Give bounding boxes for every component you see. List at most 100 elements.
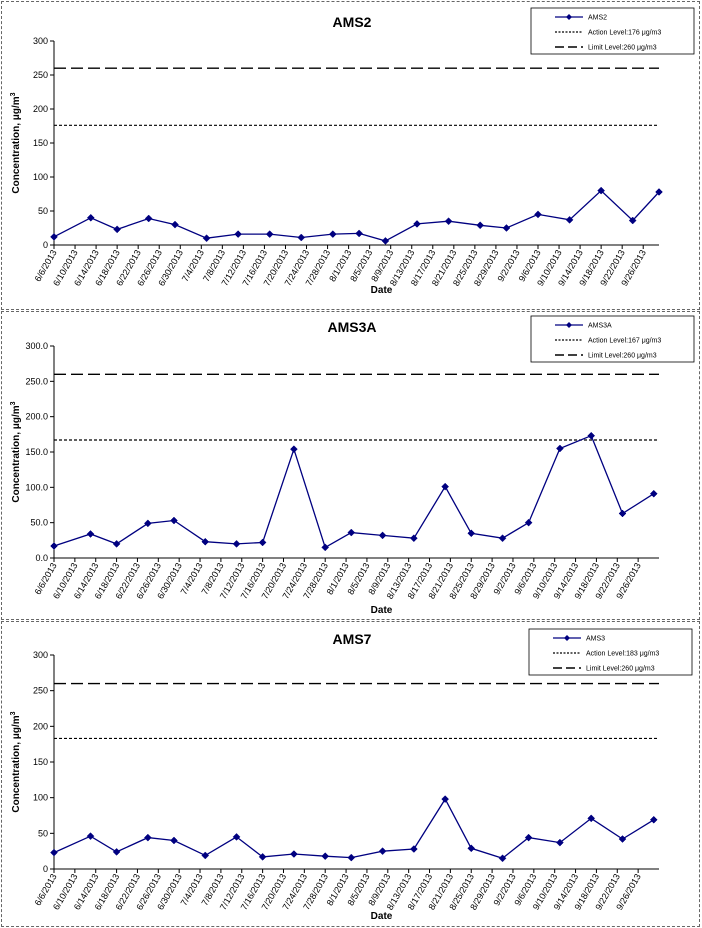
data-point-marker	[441, 795, 450, 803]
data-point-marker	[86, 832, 95, 841]
data-point-marker	[297, 233, 306, 242]
data-point-marker	[355, 229, 363, 238]
legend-action-label: Action Level:167 μg/m3	[588, 338, 661, 345]
y-axis-title-text: Concentration, μg/m	[11, 715, 22, 812]
chart-title: AMS7	[333, 631, 372, 647]
chart-title: AMS2	[333, 14, 372, 30]
y-tick-label: 50.0	[30, 518, 48, 528]
data-point-marker	[202, 234, 211, 243]
legend-action-label: Action Level:183 μg/m3	[586, 651, 659, 658]
series-line	[53, 434, 655, 549]
y-tick-label: 50	[38, 206, 48, 216]
y-tick-label: 300	[33, 36, 48, 46]
data-point-marker	[378, 531, 387, 540]
data-point-marker	[413, 220, 421, 228]
data-point-marker	[444, 217, 453, 226]
data-point-marker	[201, 851, 210, 860]
data-point-marker	[50, 542, 58, 550]
y-tick-label: 300.0	[25, 341, 48, 351]
legend-series-marker	[564, 635, 570, 641]
data-point-marker	[410, 534, 418, 543]
y-tick-label: 100	[33, 172, 48, 182]
data-point-marker	[565, 215, 574, 224]
data-point-marker	[587, 431, 596, 440]
y-tick-label: 300	[33, 650, 48, 660]
data-point-marker	[234, 230, 242, 238]
legend-series-marker	[566, 322, 572, 328]
data-point-marker	[290, 445, 298, 454]
chart-ams7: AMS70501001502002503006/6/20136/10/20136…	[10, 628, 693, 922]
data-point-marker	[441, 482, 450, 491]
chart-panel-ams7: AMS7 0 50 100 150 200 250 300 6/6/2013 6/10/2013 6…	[1, 621, 700, 927]
chart-title: AMS3A	[327, 319, 376, 335]
chart-panel-ams3a: AMS3A 0.0 50.0 100.0 150.0 200.0 250.0 300.0 6/6…	[1, 311, 700, 620]
legend-series-label: AMS3A	[588, 323, 612, 330]
y-tick-label: 250	[33, 70, 48, 80]
data-point-marker	[258, 853, 267, 861]
data-point-marker	[502, 224, 511, 232]
y-tick-label: 250.0	[25, 376, 48, 386]
chart-panel-ams2: AMS2 0 50 100 150 200 250 300 6/6/2013 6/10/2013 6…	[1, 1, 700, 310]
data-point-marker	[347, 528, 356, 537]
data-point-marker	[86, 213, 95, 222]
data-point-marker	[524, 518, 533, 527]
data-point-marker	[618, 835, 627, 843]
data-point-marker	[265, 230, 274, 238]
legend-series-label: AMS2	[588, 15, 607, 22]
data-point-marker	[467, 529, 476, 538]
data-point-marker	[232, 540, 241, 548]
y-tick-label: 100	[33, 793, 48, 803]
y-tick-label: 150	[33, 138, 48, 148]
y-axis-title: Concentration, μg/m3	[10, 92, 22, 193]
y-axis-title-text: Concentration, μg/m	[11, 96, 22, 193]
y-tick-label: 150	[33, 757, 48, 767]
legend-action-label: Action Level:176 μg/m3	[588, 30, 661, 37]
data-point-marker	[50, 848, 58, 857]
data-point-marker	[328, 230, 337, 238]
y-tick-label: 100.0	[25, 482, 48, 492]
data-point-marker	[649, 489, 658, 498]
y-axis-title-superscript: 3	[10, 401, 17, 405]
legend-limit-label: Limit Level:260 μg/m3	[586, 666, 655, 673]
data-point-marker	[476, 221, 484, 230]
data-point-marker	[498, 854, 507, 863]
data-point-marker	[618, 509, 627, 518]
y-axis-title-text: Concentration, μg/m	[11, 405, 22, 502]
y-tick-label: 200	[33, 104, 48, 114]
data-point-marker	[597, 186, 605, 195]
y-tick-label: 0	[43, 240, 48, 250]
data-point-marker	[628, 216, 637, 225]
y-tick-label: 200	[33, 721, 48, 731]
data-point-marker	[410, 845, 418, 853]
series-line	[53, 797, 655, 860]
legend-series-label: AMS3	[586, 636, 605, 643]
y-tick-label: 50	[38, 828, 48, 838]
data-point-marker	[144, 519, 152, 528]
data-point-marker	[144, 833, 152, 842]
x-axis-title: Date	[371, 605, 393, 616]
data-point-marker	[290, 850, 298, 858]
y-tick-label: 0	[43, 864, 48, 874]
data-point-marker	[467, 844, 476, 853]
data-point-marker	[113, 225, 121, 234]
x-axis-title: Date	[371, 911, 393, 922]
data-point-marker	[201, 537, 210, 546]
data-point-marker	[378, 847, 387, 856]
data-point-marker	[112, 848, 121, 856]
data-point-marker	[556, 444, 564, 453]
data-point-marker	[347, 853, 356, 862]
y-tick-label: 250	[33, 686, 48, 696]
data-point-marker	[556, 838, 564, 847]
data-point-marker	[50, 232, 58, 241]
data-point-marker	[381, 237, 390, 245]
y-tick-label: 150.0	[25, 447, 48, 457]
data-point-marker	[649, 815, 658, 824]
y-axis-title: Concentration, μg/m3	[10, 401, 22, 502]
data-point-marker	[321, 852, 330, 861]
data-point-marker	[534, 210, 542, 219]
data-point-marker	[170, 516, 178, 525]
y-axis-title-superscript: 3	[10, 92, 17, 96]
legend-limit-label: Limit Level:260 μg/m3	[588, 45, 657, 52]
data-point-marker	[232, 833, 241, 841]
data-point-marker	[171, 220, 179, 229]
